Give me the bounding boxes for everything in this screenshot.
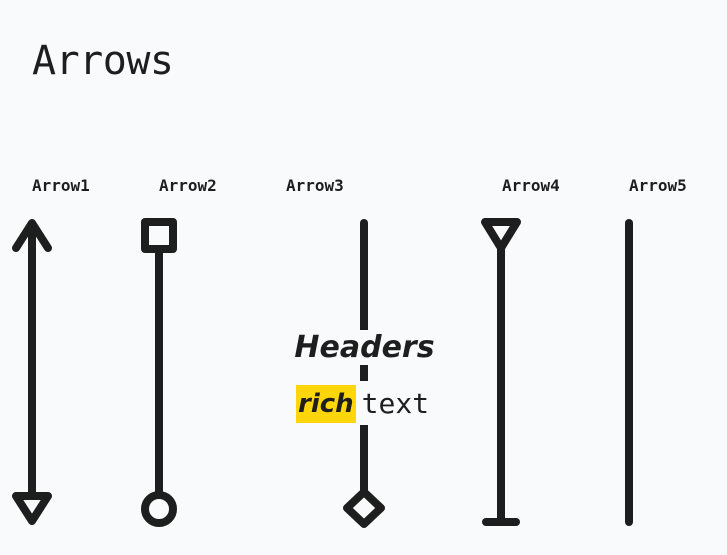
arrow3-end-diamond-icon (343, 488, 385, 528)
arrow2[interactable] (141, 218, 177, 527)
headers-text: Headers (292, 330, 437, 365)
arrow2-start-square-icon (141, 218, 177, 253)
arrow1-label: Arrow1 (32, 176, 90, 195)
arrow5-label: Arrow5 (629, 176, 687, 195)
arrow1-start-head-icon (12, 219, 52, 252)
rich-text-row: rich text (296, 381, 436, 425)
plain-text: text (361, 387, 430, 420)
arrow2-end-circle-icon (141, 491, 177, 527)
arrow3[interactable] (343, 219, 385, 528)
arrow1[interactable] (12, 219, 52, 525)
arrow4-label: Arrow4 (502, 176, 560, 195)
arrow2-label: Arrow2 (159, 176, 217, 195)
page-title: Arrows (32, 38, 174, 84)
arrow1-end-triangle-icon (12, 492, 52, 525)
rich-highlight: rich (296, 385, 356, 423)
arrow3-label: Arrow3 (286, 176, 344, 195)
arrow4-start-triangle-icon (481, 218, 521, 252)
arrow4[interactable] (481, 218, 521, 526)
